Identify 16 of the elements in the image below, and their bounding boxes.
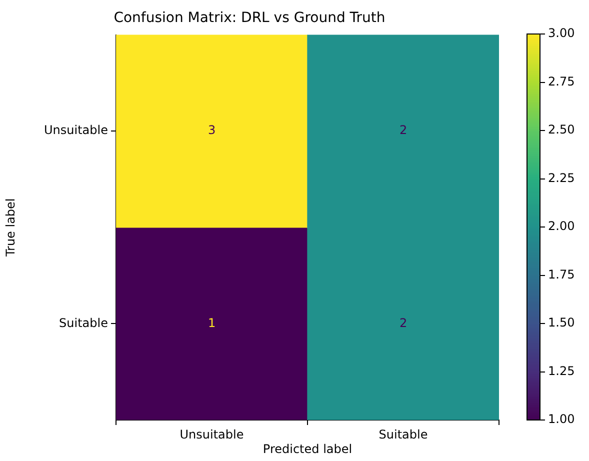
color-bar-label: 1.00 — [548, 412, 575, 426]
color-bar-label: 3.00 — [548, 26, 575, 40]
color-bar-label: 2.00 — [548, 219, 575, 234]
data-label: 3 — [208, 123, 216, 138]
x-axis-title: Predicted label — [262, 442, 352, 456]
chart-title: Confusion Matrix: DRL vs Ground Truth — [114, 10, 386, 26]
color-bar-label: 2.50 — [548, 122, 575, 137]
color-bar-label: 1.25 — [548, 364, 575, 378]
y-axis-title: True label — [3, 198, 18, 258]
color-bar-label: 1.75 — [548, 267, 575, 282]
color-bar-label: 2.25 — [548, 170, 575, 185]
color-bar-label: 1.50 — [548, 316, 575, 330]
data-label: 2 — [399, 123, 408, 138]
color-bar-label: 2.75 — [548, 74, 575, 88]
data-label: 2 — [399, 316, 408, 330]
data-label: 1 — [208, 316, 216, 330]
